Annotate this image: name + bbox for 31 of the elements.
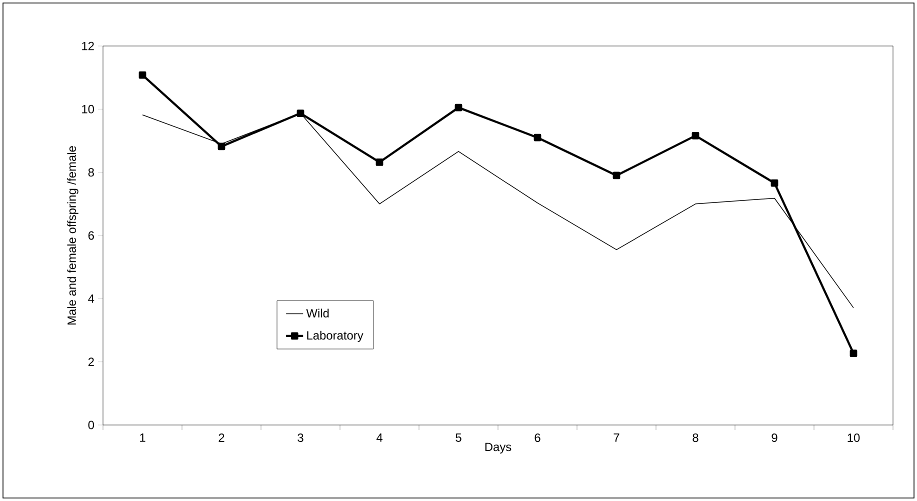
x-tick-label: 9 bbox=[772, 434, 778, 442]
x-axis-title: Days bbox=[485, 442, 512, 454]
point bbox=[376, 158, 384, 166]
legend-label: Laboratory bbox=[307, 330, 364, 342]
point bbox=[534, 134, 542, 142]
x-tick-label: 8 bbox=[692, 434, 698, 442]
x-tick-label: 5 bbox=[456, 434, 462, 442]
point bbox=[612, 172, 620, 180]
point bbox=[692, 132, 700, 140]
x-tick-label: 3 bbox=[298, 434, 304, 442]
x-tick-label: 6 bbox=[534, 434, 540, 442]
x-tick-label: 10 bbox=[848, 434, 860, 442]
y-tick-label: 6 bbox=[88, 231, 94, 240]
x-tick-label: 4 bbox=[376, 434, 382, 442]
x-tick-label: 7 bbox=[614, 434, 620, 442]
y-tick-label: 2 bbox=[88, 358, 94, 366]
y-tick-label: 12 bbox=[82, 42, 94, 50]
y-tick-label: 4 bbox=[88, 294, 94, 303]
y-axis-title: Male and female offspring /female bbox=[67, 146, 78, 324]
legend-label: Wild bbox=[306, 308, 329, 318]
point bbox=[770, 179, 778, 187]
point bbox=[850, 350, 858, 357]
point bbox=[454, 104, 462, 112]
y-tick-label: 10 bbox=[82, 104, 94, 114]
point bbox=[296, 110, 304, 117]
point bbox=[218, 142, 226, 150]
x-tick-label: 1 bbox=[140, 434, 146, 442]
point bbox=[138, 71, 146, 79]
x-tick-label: 2 bbox=[218, 434, 224, 442]
y-tick-label: 8 bbox=[88, 168, 94, 177]
y-tick-label: 0 bbox=[88, 420, 94, 430]
